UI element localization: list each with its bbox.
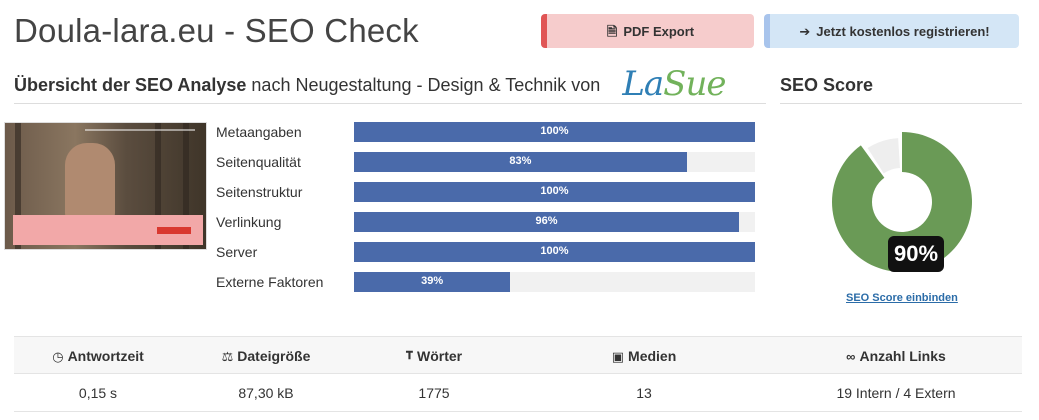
stats-header-words: 𝐓 Wörter bbox=[405, 348, 463, 364]
stats-value-response-time: 0,15 s bbox=[78, 385, 118, 401]
stats-value-file-size: 87,30 kB bbox=[238, 385, 294, 401]
metric-bar-track: 100% bbox=[354, 242, 755, 262]
overview-heading-bold: Übersicht der SEO Analyse bbox=[14, 75, 247, 95]
metric-bar-fill bbox=[354, 272, 511, 292]
metric-value-label: 96% bbox=[535, 215, 558, 227]
pdf-export-label: PDF Export bbox=[623, 23, 695, 39]
metric-bar-track: 100% bbox=[354, 122, 755, 142]
overview-heading-light: nach Neugestaltung bbox=[251, 75, 412, 95]
metric-label: Seitenstruktur bbox=[216, 184, 303, 200]
metric-row: Verlinkung 96% bbox=[216, 212, 756, 232]
stats-value-links: 19 Intern / 4 Extern bbox=[836, 385, 956, 401]
metric-value-label: 83% bbox=[509, 155, 532, 167]
stats-header-response-time: ◷ Antwortzeit bbox=[52, 348, 144, 364]
metric-bar-track: 96% bbox=[354, 212, 755, 232]
metric-row: Externe Faktoren 39% bbox=[216, 272, 756, 292]
metric-bar-fill bbox=[354, 182, 755, 202]
seo-score-embed-link[interactable]: SEO Score einbinden bbox=[846, 292, 958, 304]
stats-header-file-size: ⚖ Dateigröße bbox=[221, 348, 311, 364]
seo-score-value: 90% bbox=[888, 236, 945, 272]
metric-value-label: 100% bbox=[540, 245, 569, 257]
seo-score-heading-text: SEO Score bbox=[780, 75, 874, 95]
seo-score-heading: SEO Score bbox=[780, 68, 1022, 104]
metric-row: Server 100% bbox=[216, 242, 756, 262]
metric-row: Metaangaben 100% bbox=[216, 122, 756, 142]
metric-label: Verlinkung bbox=[216, 214, 282, 230]
stats-header-links: ∞ Anzahl Links bbox=[846, 348, 946, 364]
page-title: Doula-lara.eu - SEO Check bbox=[14, 12, 419, 49]
stats-value-row: 0,15 s 87,30 kB 1775 13 19 Intern / 4 Ex… bbox=[14, 374, 1022, 412]
lasue-logo[interactable]: LaSue bbox=[622, 63, 726, 104]
metric-bar-track: 83% bbox=[354, 152, 755, 172]
stats-table: ◷ Antwortzeit ⚖ Dateigröße 𝐓 Wörter ▣ Medien… bbox=[14, 336, 1022, 412]
file-pdf-icon: 🗎 bbox=[606, 23, 618, 39]
link-icon: ∞ bbox=[846, 348, 856, 364]
gauge-icon: ◷ bbox=[52, 348, 64, 364]
scale-icon: ⚖ bbox=[221, 348, 234, 364]
metric-bar-track: 100% bbox=[354, 182, 755, 202]
metric-bar-fill bbox=[354, 152, 687, 172]
logo-la: La bbox=[622, 63, 664, 104]
metric-bar-fill bbox=[354, 122, 755, 142]
metric-value-label: 100% bbox=[540, 185, 569, 197]
donut-slice-rest bbox=[867, 138, 900, 174]
stats-header-row: ◷ Antwortzeit ⚖ Dateigröße 𝐓 Wörter ▣ Medien… bbox=[14, 336, 1022, 374]
stats-value-words: 1775 bbox=[418, 385, 450, 401]
stats-header-media: ▣ Medien bbox=[611, 348, 677, 364]
website-thumbnail bbox=[4, 122, 207, 250]
pdf-export-button[interactable]: 🗎 PDF Export bbox=[541, 14, 754, 48]
register-label: Jetzt kostenlos registrieren! bbox=[816, 23, 990, 39]
metric-bar-fill bbox=[354, 212, 739, 232]
metric-label: Externe Faktoren bbox=[216, 274, 324, 290]
stats-value-media: 13 bbox=[636, 385, 652, 401]
metric-label: Seitenqualität bbox=[216, 154, 301, 170]
overview-heading: Übersicht der SEO Analyse nach Neugestal… bbox=[14, 64, 766, 104]
metric-row: Seitenstruktur 100% bbox=[216, 182, 756, 202]
arrow-circle-right-icon: ➔ bbox=[799, 23, 811, 39]
register-button[interactable]: ➔ Jetzt kostenlos registrieren! bbox=[764, 14, 1019, 48]
metric-value-label: 100% bbox=[540, 125, 569, 137]
metric-bar-track: 39% bbox=[354, 272, 755, 292]
overview-heading-tail: - Design & Technik von bbox=[416, 75, 601, 95]
text-size-icon: 𝐓 bbox=[405, 349, 413, 362]
image-icon: ▣ bbox=[611, 348, 625, 364]
metric-value-label: 39% bbox=[421, 275, 444, 287]
logo-sue: Sue bbox=[663, 63, 726, 104]
metric-label: Server bbox=[216, 244, 258, 260]
metric-bar-fill bbox=[354, 242, 755, 262]
metric-row: Seitenqualität 83% bbox=[216, 152, 756, 172]
metric-label: Metaangaben bbox=[216, 124, 302, 140]
